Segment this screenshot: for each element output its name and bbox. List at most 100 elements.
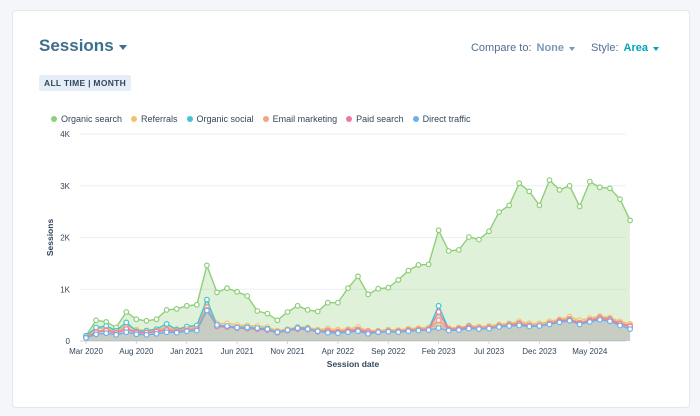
data-point-organic-search [486,228,492,235]
data-point-organic-search [93,317,99,324]
data-point-direct-traffic [203,307,210,314]
compare-value: None [536,42,565,54]
data-point-direct-traffic [405,328,412,335]
y-tick-label: 0 [66,337,71,346]
data-point-direct-traffic [596,316,603,323]
data-point-direct-traffic [314,328,321,335]
data-point-organic-search [163,307,170,313]
data-point-direct-traffic [627,326,633,333]
data-point-direct-traffic [415,327,422,334]
data-point-direct-traffic [486,325,492,332]
data-point-direct-traffic [536,323,543,329]
data-point-organic-search [294,302,301,309]
data-point-organic-search [133,316,140,323]
data-point-organic-search [455,246,462,253]
data-point-organic-search [203,262,210,269]
data-point-direct-traffic [455,327,462,334]
data-point-direct-traffic [385,328,392,335]
data-point-direct-traffic [607,318,613,325]
legend-item-paid-search[interactable]: Paid search [346,114,404,124]
data-point-direct-traffic [556,319,563,326]
x-tick-label: Jan 2021 [170,347,203,356]
data-point-direct-traffic [566,317,573,324]
data-point-organic-search [435,227,442,234]
data-point-organic-search [576,203,583,210]
data-point-direct-traffic [425,327,432,334]
data-point-organic-search [365,291,372,298]
data-point-organic-search [496,209,503,216]
data-point-organic-search [264,310,271,317]
legend-label: Organic search [61,114,123,124]
data-point-organic-search [466,234,472,240]
page-title: Sessions [39,36,114,55]
legend-item-organic-social[interactable]: Organic social [186,114,254,124]
data-point-direct-traffic [133,331,140,338]
data-point-organic-search [385,284,392,291]
data-point-organic-search [375,285,382,292]
data-point-organic-search [254,308,261,314]
data-point-direct-traffic [284,327,291,334]
x-tick-label: Jul 2023 [474,347,505,356]
data-point-organic-search [526,188,533,195]
legend-label: Organic social [196,114,254,124]
data-point-direct-traffic [546,321,553,328]
data-point-direct-traffic [183,328,190,335]
style-label: Style: [591,42,619,54]
data-point-direct-traffic [335,330,341,337]
area-organic-search [86,180,631,341]
legend-item-email-marketing[interactable]: Email marketing [262,114,337,124]
chevron-down-icon [118,44,127,50]
area-paid-search [86,309,631,341]
data-point-direct-traffic [113,331,120,338]
data-point-organic-search [627,217,633,224]
data-point-organic-search [445,248,452,254]
compare-dropdown[interactable]: None [537,42,576,54]
x-axis-title: Session date [327,359,380,369]
x-tick-label: Sep 2022 [371,347,406,356]
data-point-direct-traffic [163,329,170,336]
data-point-direct-traffic [93,331,99,338]
style-value: Area [623,42,648,54]
x-tick-label: Feb 2023 [422,347,456,356]
data-point-organic-search [143,317,150,324]
data-point-organic-search [546,177,553,184]
data-point-direct-traffic [143,331,150,338]
data-point-direct-traffic [375,329,382,336]
data-point-organic-search [425,261,432,268]
data-point-direct-traffic [193,327,200,334]
style-dropdown[interactable]: Area [624,42,659,54]
data-point-direct-traffic [83,335,89,341]
data-point-organic-search [284,309,291,315]
data-point-direct-traffic [234,324,241,331]
date-range-badge: ALL TIME | MONTH [39,75,132,91]
chevron-down-icon [569,46,576,51]
legend-dot-icon [346,116,353,122]
report-title-dropdown[interactable]: Sessions [39,36,127,56]
legend-dot-icon [186,116,193,122]
data-point-organic-social [203,296,210,303]
data-point-organic-search [324,299,331,306]
legend-label: Paid search [356,114,404,124]
legend-dot-icon [51,116,57,122]
data-point-direct-traffic [586,319,593,325]
legend-dot-icon [262,116,269,122]
data-point-direct-traffic [123,329,130,336]
data-point-organic-search [506,202,513,209]
data-point-organic-search [596,184,603,191]
data-point-organic-search [415,262,422,268]
data-point-organic-search [214,289,220,296]
data-point-direct-traffic [294,325,301,332]
area-organic-social [86,299,631,341]
data-point-email-marketing [435,317,442,324]
y-tick-label: 2K [60,234,70,243]
data-point-organic-search [536,202,543,209]
chart-card: Sessions Compare to: None Style: Area AL… [12,10,690,408]
legend-item-referrals[interactable]: Referrals [131,114,178,124]
x-tick-label: Dec 2023 [522,347,557,356]
data-point-direct-traffic [254,325,261,332]
data-point-direct-traffic [395,329,402,336]
legend-item-organic-search[interactable]: Organic search [51,114,122,124]
legend-item-direct-traffic[interactable]: Direct traffic [412,114,470,124]
data-point-organic-search [355,273,361,280]
area-direct-traffic [86,310,631,341]
